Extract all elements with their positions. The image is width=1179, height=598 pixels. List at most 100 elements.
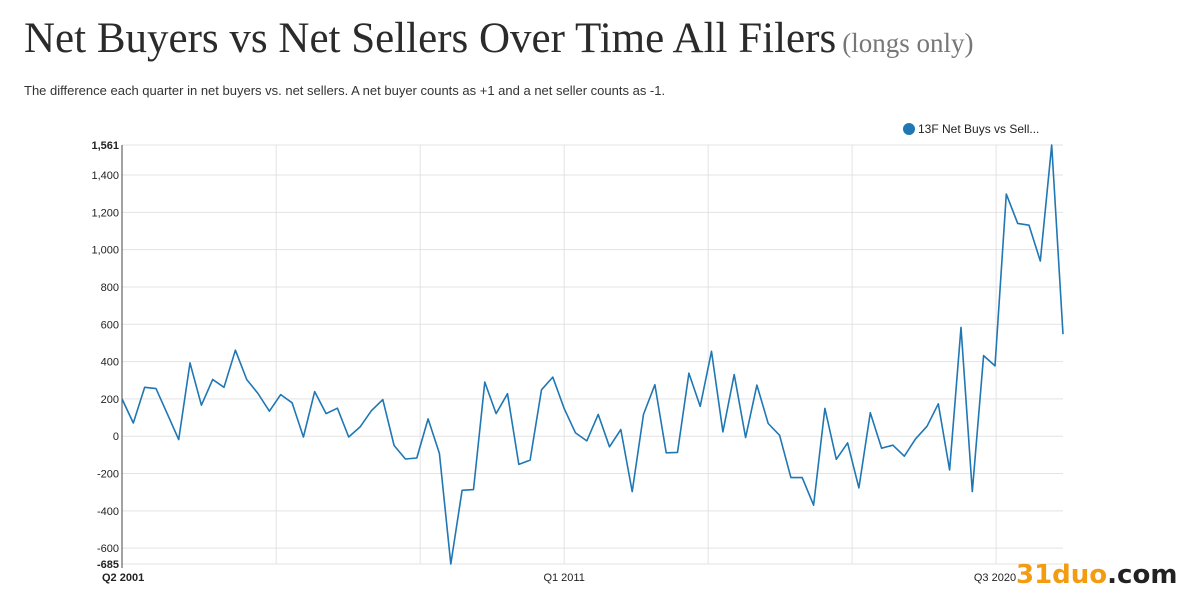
data-point (245, 377, 249, 381)
data-point (948, 468, 952, 472)
data-point (165, 412, 169, 416)
x-tick-label: Q1 2011 (543, 572, 584, 584)
data-point (290, 401, 294, 405)
data-point (120, 397, 124, 401)
data-point (710, 349, 714, 353)
y-tick-label: 0 (113, 431, 119, 443)
data-point (823, 406, 827, 410)
watermark-text-b: .com (1107, 560, 1178, 590)
data-point (256, 391, 260, 395)
data-point (982, 354, 986, 358)
data-point (188, 361, 192, 365)
data-point (857, 486, 861, 490)
data-point (369, 409, 373, 413)
chart-title-block: Net Buyers vs Net Sellers Over Time All … (24, 14, 973, 63)
data-point (301, 435, 305, 439)
watermark-text-a: 31duo (1016, 560, 1108, 590)
data-point (449, 562, 453, 566)
data-point (585, 439, 589, 443)
data-point (324, 412, 328, 416)
y-tick-label: -600 (97, 543, 119, 555)
page-title: Net Buyers vs Net Sellers Over Time All … (24, 15, 837, 62)
watermark-logo: 31duo.com (1016, 560, 1177, 590)
data-point (426, 417, 430, 421)
data-point (676, 450, 680, 454)
x-tick-label: Q2 2001 (102, 572, 144, 584)
y-tick-label: -400 (97, 506, 119, 518)
data-point (279, 393, 283, 397)
data-point (653, 383, 657, 387)
data-point (755, 383, 759, 387)
data-point (1027, 223, 1031, 227)
data-point (596, 412, 600, 416)
data-point (789, 476, 793, 480)
data-point (471, 488, 475, 492)
data-point (415, 456, 419, 460)
data-point (437, 451, 441, 455)
data-point (347, 435, 351, 439)
page-subtitle: (longs only) (842, 28, 974, 58)
data-point (494, 412, 498, 416)
data-point (154, 387, 158, 391)
data-point (358, 425, 362, 429)
data-point (562, 407, 566, 411)
data-point (1050, 143, 1054, 147)
y-tick-label: 400 (101, 357, 119, 369)
data-point (721, 430, 725, 434)
legend-item[interactable]: 13F Net Buys vs Sell... (903, 122, 1039, 136)
y-tick-label: 1,200 (91, 207, 119, 219)
data-point (902, 454, 906, 458)
data-point (1016, 221, 1020, 225)
data-point (925, 424, 929, 428)
data-point (642, 412, 646, 416)
data-point (846, 441, 850, 445)
y-tick-label: 800 (101, 282, 119, 294)
data-point (505, 392, 509, 396)
data-point (698, 404, 702, 408)
data-point (812, 503, 816, 507)
data-point (233, 348, 237, 352)
y-tick-label: 1,561 (91, 140, 119, 152)
data-point (868, 411, 872, 415)
data-point (732, 372, 736, 376)
data-point (539, 388, 543, 392)
data-point (211, 377, 215, 381)
data-point (619, 427, 623, 431)
data-point (630, 490, 634, 494)
data-point (744, 436, 748, 440)
data-point (959, 325, 963, 329)
data-point (687, 371, 691, 375)
chart-description: The difference each quarter in net buyer… (24, 83, 666, 98)
data-point (199, 403, 203, 407)
data-point (222, 385, 226, 389)
data-point (528, 458, 532, 462)
y-tick-label: 1,000 (91, 245, 119, 257)
data-point (143, 385, 147, 389)
data-point (880, 446, 884, 450)
data-point (993, 364, 997, 368)
data-point (834, 457, 838, 461)
series-line (121, 144, 1064, 565)
y-tick-label: 200 (101, 394, 119, 406)
y-tick-label: -200 (97, 469, 119, 481)
data-point (403, 457, 407, 461)
data-point (800, 476, 804, 480)
legend-label: 13F Net Buys vs Sell... (918, 122, 1040, 136)
legend-dot-icon (903, 123, 915, 135)
data-point (131, 421, 135, 425)
y-tick-label: -685 (97, 559, 119, 571)
data-point (335, 406, 339, 410)
data-point (483, 380, 487, 384)
data-point (381, 398, 385, 402)
data-point (1061, 332, 1065, 336)
data-point (573, 431, 577, 435)
x-tick-label: Q3 2020 (974, 572, 1016, 584)
data-point (392, 444, 396, 448)
data-point (914, 437, 918, 441)
data-point (551, 375, 555, 379)
data-point (664, 451, 668, 455)
y-tick-label: 600 (101, 319, 119, 331)
data-point (460, 488, 464, 492)
data-point (517, 462, 521, 466)
